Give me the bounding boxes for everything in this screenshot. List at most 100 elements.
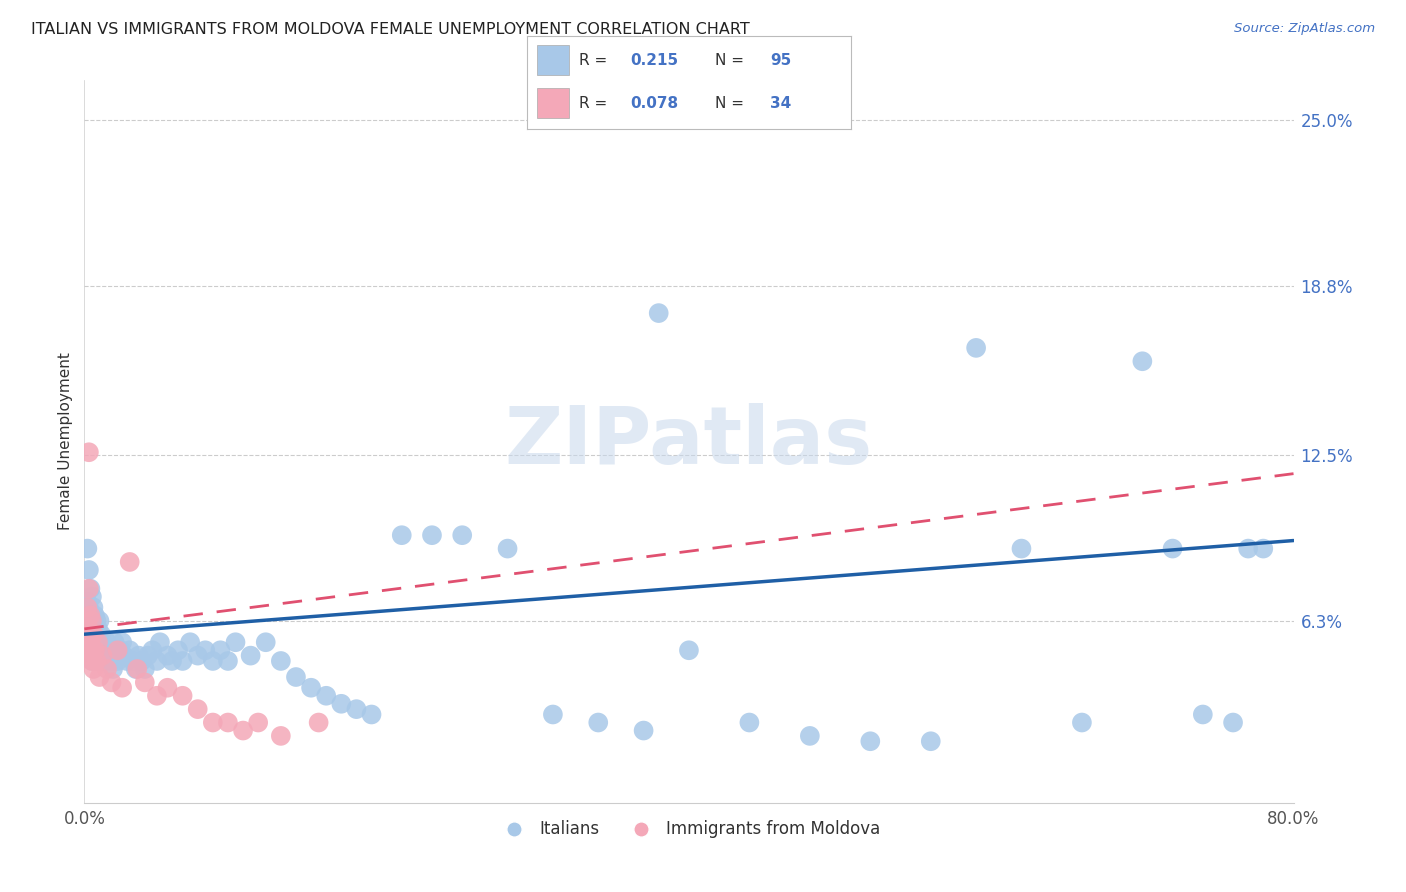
Point (678, 643, 700, 657)
Point (90, 648, 112, 663)
Point (110, 643, 132, 657)
Point (330, 697, 353, 711)
Point (115, 654, 138, 668)
Point (111, 635, 134, 649)
Point (77, 622, 100, 636)
Point (77, 582, 100, 596)
Point (86, 654, 108, 668)
Point (96, 635, 118, 649)
Point (75, 643, 97, 657)
Point (1222, 715, 1244, 730)
Point (156, 648, 179, 663)
Point (217, 715, 239, 730)
Point (100, 654, 122, 668)
Point (209, 643, 232, 657)
Y-axis label: Female Unemployment: Female Unemployment (58, 352, 73, 531)
Legend: Italians, Immigrants from Moldova: Italians, Immigrants from Moldova (491, 814, 887, 845)
Point (111, 681, 134, 695)
Text: 95: 95 (770, 53, 792, 68)
Point (77, 648, 100, 663)
Point (107, 643, 129, 657)
Point (107, 654, 129, 668)
Point (97, 648, 120, 663)
Point (141, 643, 163, 657)
Point (94, 654, 117, 668)
Point (76, 600, 98, 615)
Point (100, 675, 122, 690)
Point (187, 648, 209, 663)
Point (84, 648, 107, 663)
Text: ZIPatlas: ZIPatlas (505, 402, 873, 481)
Point (1192, 707, 1215, 722)
Point (179, 635, 201, 649)
Point (127, 662, 149, 676)
Point (451, 528, 474, 542)
Point (79, 627, 101, 641)
Point (1071, 715, 1094, 730)
Point (96, 662, 118, 676)
Point (87, 643, 110, 657)
Point (360, 707, 382, 722)
Point (82, 643, 104, 657)
Point (201, 715, 224, 730)
Point (89, 635, 111, 649)
Point (84, 627, 107, 641)
Point (187, 702, 209, 716)
Point (104, 635, 127, 649)
Point (80, 654, 103, 668)
Point (87, 622, 110, 636)
Text: R =: R = (579, 53, 612, 68)
Point (86, 635, 108, 649)
Point (77, 622, 100, 636)
Point (285, 670, 308, 684)
Text: 0.215: 0.215 (631, 53, 679, 68)
Point (82, 662, 104, 676)
Point (80, 614, 103, 628)
Text: Source: ZipAtlas.com: Source: ZipAtlas.com (1234, 22, 1375, 36)
Point (80, 635, 103, 649)
Point (239, 648, 262, 663)
Point (247, 715, 270, 730)
Point (84, 608, 107, 623)
Point (134, 662, 156, 676)
Point (799, 729, 821, 743)
Point (80, 654, 103, 668)
Point (79, 608, 101, 623)
Point (859, 734, 882, 748)
Text: 34: 34 (770, 95, 792, 111)
Point (588, 715, 610, 730)
Point (84, 643, 107, 657)
Text: R =: R = (579, 95, 612, 111)
Point (77, 445, 100, 459)
Point (172, 689, 194, 703)
Point (299, 681, 322, 695)
Point (920, 734, 942, 748)
Point (167, 643, 190, 657)
Point (101, 662, 124, 676)
Point (91, 635, 114, 649)
Point (79, 635, 101, 649)
Point (118, 555, 141, 569)
Point (232, 723, 254, 738)
Bar (537, 45, 569, 75)
Point (82, 600, 104, 615)
Point (225, 635, 247, 649)
Point (965, 341, 987, 355)
Point (98, 643, 121, 657)
Point (146, 654, 169, 668)
Point (149, 635, 172, 649)
Bar (537, 88, 569, 118)
Point (77, 600, 100, 615)
Point (496, 541, 519, 556)
Point (194, 643, 217, 657)
Point (156, 681, 179, 695)
Text: ITALIAN VS IMMIGRANTS FROM MOLDOVA FEMALE UNEMPLOYMENT CORRELATION CHART: ITALIAN VS IMMIGRANTS FROM MOLDOVA FEMAL… (31, 22, 749, 37)
Point (112, 648, 135, 663)
Point (79, 608, 101, 623)
Point (308, 715, 330, 730)
Point (76, 627, 98, 641)
Point (146, 689, 169, 703)
Point (136, 648, 159, 663)
Point (315, 689, 337, 703)
Point (89, 614, 111, 628)
